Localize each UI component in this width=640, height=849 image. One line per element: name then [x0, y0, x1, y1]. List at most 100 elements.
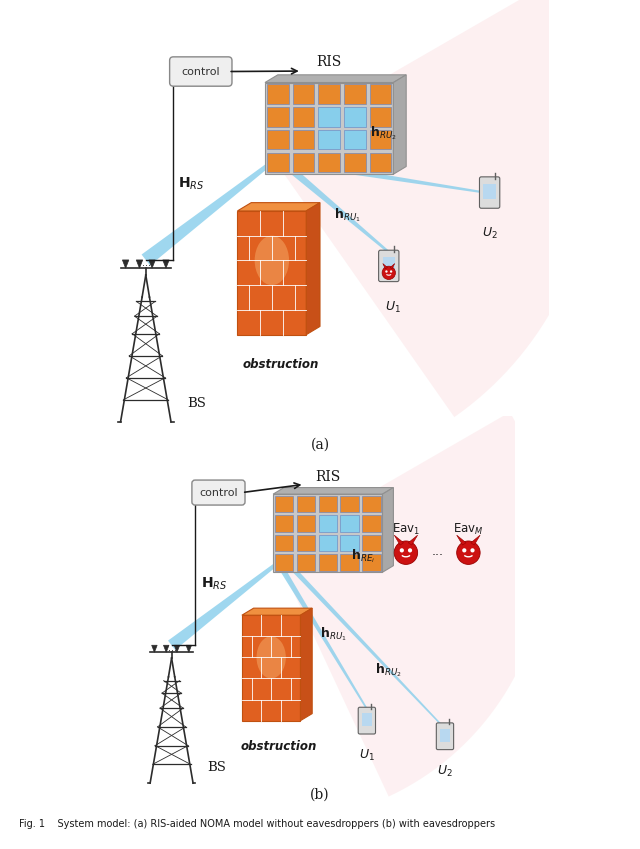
Bar: [319, 515, 337, 531]
Text: ...: ...: [431, 545, 443, 559]
Bar: [318, 107, 340, 127]
Bar: [267, 130, 289, 149]
Bar: [362, 713, 372, 726]
Bar: [318, 130, 340, 149]
Text: $\mathbf{h}_{RU_1}$: $\mathbf{h}_{RU_1}$: [333, 206, 360, 224]
FancyBboxPatch shape: [379, 250, 399, 282]
Polygon shape: [265, 0, 595, 417]
Bar: [319, 554, 337, 571]
Polygon shape: [186, 645, 191, 652]
Text: control: control: [199, 487, 238, 498]
Bar: [340, 496, 359, 512]
Bar: [344, 130, 365, 149]
Circle shape: [462, 548, 467, 553]
Bar: [297, 554, 315, 571]
FancyBboxPatch shape: [192, 480, 245, 505]
Polygon shape: [273, 494, 383, 572]
Polygon shape: [149, 260, 156, 268]
Circle shape: [400, 548, 404, 553]
FancyBboxPatch shape: [436, 722, 454, 750]
Text: RIS: RIS: [317, 55, 342, 69]
Bar: [370, 130, 391, 149]
Polygon shape: [408, 535, 418, 545]
Polygon shape: [273, 487, 394, 494]
Bar: [344, 153, 365, 172]
Polygon shape: [390, 263, 395, 269]
Bar: [297, 496, 315, 512]
Bar: [275, 535, 293, 551]
Polygon shape: [163, 645, 169, 652]
Polygon shape: [265, 75, 406, 82]
Bar: [362, 554, 381, 571]
Bar: [344, 107, 365, 127]
Bar: [292, 153, 314, 172]
Circle shape: [457, 541, 480, 565]
Text: RIS: RIS: [315, 469, 340, 484]
Bar: [275, 515, 293, 531]
Bar: [267, 84, 289, 104]
Polygon shape: [457, 535, 466, 545]
Text: $\mathbf{H}_{RS}$: $\mathbf{H}_{RS}$: [202, 576, 228, 592]
Bar: [275, 496, 293, 512]
Bar: [370, 153, 391, 172]
Polygon shape: [273, 412, 547, 796]
Bar: [370, 84, 391, 104]
Bar: [275, 554, 293, 571]
Bar: [362, 515, 381, 531]
Bar: [267, 107, 289, 127]
Bar: [318, 153, 340, 172]
Text: $\mathbf{H}_{RS}$: $\mathbf{H}_{RS}$: [179, 175, 205, 192]
Polygon shape: [267, 148, 390, 253]
Text: $\mathbf{h}_{RU_2}$: $\mathbf{h}_{RU_2}$: [374, 661, 401, 678]
Text: $U_1$: $U_1$: [359, 748, 375, 763]
Bar: [292, 130, 314, 149]
Circle shape: [470, 548, 475, 553]
Text: $\mathbf{h}_{RU_2}$: $\mathbf{h}_{RU_2}$: [371, 124, 397, 142]
Bar: [297, 535, 315, 551]
Polygon shape: [307, 203, 320, 335]
Polygon shape: [242, 616, 300, 721]
Text: obstruction: obstruction: [243, 357, 319, 371]
FancyBboxPatch shape: [479, 177, 500, 208]
Text: BS: BS: [187, 397, 206, 410]
Bar: [362, 496, 381, 512]
Bar: [340, 554, 359, 571]
Bar: [297, 515, 315, 531]
Text: $\mathbf{h}_{RE_i}$: $\mathbf{h}_{RE_i}$: [351, 548, 376, 565]
Circle shape: [394, 541, 418, 565]
Bar: [440, 728, 451, 742]
Polygon shape: [394, 535, 404, 545]
Bar: [319, 535, 337, 551]
Text: Fig. 1    System model: (a) RIS-aided NOMA model without eavesdroppers (b) with : Fig. 1 System model: (a) RIS-aided NOMA …: [19, 819, 495, 829]
Text: $U_2$: $U_2$: [437, 764, 453, 779]
Polygon shape: [237, 203, 320, 211]
Circle shape: [385, 270, 388, 273]
Polygon shape: [237, 211, 307, 335]
Bar: [340, 535, 359, 551]
Polygon shape: [394, 75, 406, 174]
Circle shape: [382, 267, 396, 279]
FancyBboxPatch shape: [358, 707, 376, 734]
Polygon shape: [168, 559, 282, 649]
Bar: [292, 107, 314, 127]
Polygon shape: [287, 563, 442, 725]
Polygon shape: [122, 260, 129, 268]
Bar: [318, 84, 340, 104]
Polygon shape: [383, 263, 387, 269]
Polygon shape: [300, 548, 406, 561]
Polygon shape: [471, 535, 480, 545]
Text: (b): (b): [310, 788, 330, 801]
Bar: [483, 184, 496, 199]
Text: control: control: [182, 66, 220, 76]
Text: $\mathrm{Eav}_1$: $\mathrm{Eav}_1$: [392, 522, 420, 537]
Polygon shape: [141, 159, 275, 266]
Text: $U_1$: $U_1$: [385, 300, 401, 315]
Text: $\mathbf{h}_{RU_1}$: $\mathbf{h}_{RU_1}$: [320, 626, 347, 644]
Text: ...: ...: [168, 643, 177, 653]
Polygon shape: [136, 260, 143, 268]
Polygon shape: [300, 608, 312, 721]
Polygon shape: [242, 608, 312, 616]
Bar: [319, 496, 337, 512]
Polygon shape: [383, 487, 394, 572]
Bar: [362, 535, 381, 551]
